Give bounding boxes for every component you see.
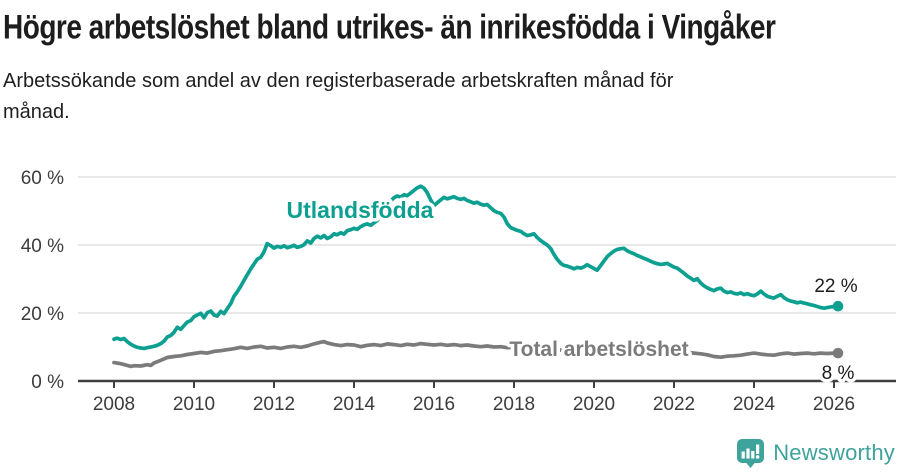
series-label-0: Utlandsfödda [287,197,434,223]
newsworthy-logo-icon [737,439,765,468]
series-label-1: Total arbetslöshet [509,338,688,361]
x-tick-label-2026: 2026 [813,394,855,415]
series-line-1 [112,339,840,369]
series-line-0 [112,184,840,351]
subtitle-line-1: Arbetssökande som andel av den registerb… [3,70,674,92]
brand-name: Newsworthy [773,440,895,465]
x-tick-label-2024: 2024 [733,394,776,415]
chart-subtitle: Arbetssökande som andel av den registerb… [3,66,863,128]
series-end-dot-0 [832,300,844,312]
logo-bubble [737,439,765,468]
y-tick-label-20: 20 % [21,304,64,325]
x-tick-label-2012: 2012 [253,394,295,415]
y-tick-label-40: 40 % [21,236,64,257]
x-tick-label-2018: 2018 [493,394,535,415]
brand-lockup: Newsworthy [736,436,895,470]
series-end-value-label-1: 8 % [822,363,855,384]
y-tick-label-0: 0 % [31,372,64,393]
x-tick-label-2008: 2008 [93,394,135,415]
series-end-value-label-0: 22 % [814,276,857,297]
x-tick-label-2022: 2022 [653,394,695,415]
logo-bars-icon [741,444,760,459]
subtitle-line-2: månad. [3,101,70,123]
series-end-dot-1 [832,347,844,359]
x-tick-label-2014: 2014 [333,394,376,415]
page-title: Högre arbetslöshet bland utrikes- än inr… [3,8,776,46]
x-tick-label-2010: 2010 [173,394,215,415]
x-tick-label-2020: 2020 [573,394,615,415]
x-tick-label-2016: 2016 [413,394,455,415]
y-tick-label-60: 60 % [21,168,64,189]
